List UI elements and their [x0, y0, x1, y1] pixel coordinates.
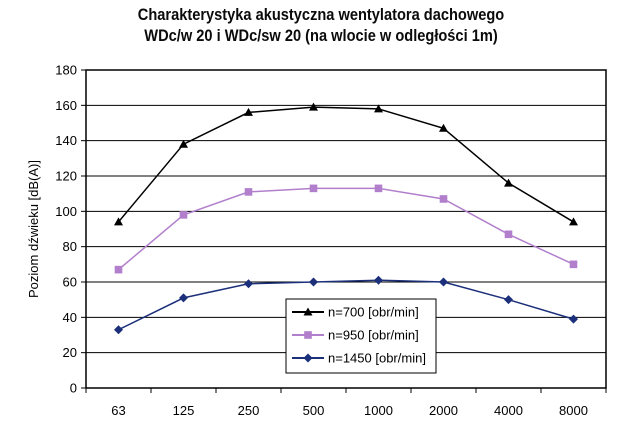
series-square: [114, 184, 578, 274]
legend-marker: [303, 353, 313, 363]
x-tick-label: 4000: [494, 403, 523, 418]
series-line: [118, 187, 574, 271]
data-point: [244, 107, 253, 116]
x-tick-label: 125: [173, 403, 195, 418]
chart-title-line-1: Charakterystyka akustyczna wentylatora d…: [137, 5, 505, 24]
y-tick-label: 20: [63, 345, 77, 360]
y-tick-label: 40: [63, 310, 77, 325]
data-point: [504, 230, 513, 239]
data-point: [179, 139, 188, 148]
y-tick-label: 160: [55, 98, 77, 113]
legend-marker: [304, 331, 312, 339]
x-tick-label: 63: [111, 403, 125, 418]
data-point: [309, 102, 318, 111]
y-tick-label: 120: [55, 169, 77, 184]
data-point: [179, 293, 188, 303]
data-point: [504, 295, 513, 305]
data-point: [439, 277, 448, 287]
data-point: [309, 184, 318, 193]
data-point: [309, 277, 318, 287]
y-tick-label: 60: [63, 275, 77, 290]
x-tick-label: 500: [303, 403, 325, 418]
data-point: [374, 275, 383, 285]
data-point: [244, 188, 253, 196]
data-point: [374, 184, 383, 193]
legend-item: n=950 [obr/min]: [292, 328, 419, 343]
x-tick-label: 250: [238, 403, 260, 418]
legend-label: n=950 [obr/min]: [328, 328, 419, 343]
y-tick-label: 100: [55, 204, 77, 219]
data-point: [114, 265, 123, 274]
x-tick-label: 8000: [559, 403, 588, 418]
data-point: [569, 314, 578, 324]
data-point: [114, 325, 123, 335]
y-axis-ticks: 0 20 40 60 80 100 120 140 160 180: [55, 63, 86, 396]
y-tick-label: 140: [55, 133, 77, 148]
x-tick-label: 1000: [364, 403, 393, 418]
y-tick-label: 80: [63, 239, 77, 254]
data-point: [569, 217, 578, 226]
series-group: [114, 102, 578, 335]
series-line: [117, 106, 574, 223]
legend-marker: [303, 307, 313, 316]
y-tick-label: 180: [55, 63, 77, 78]
legend-label: n=1450 [obr/min]: [328, 351, 426, 366]
chart-title: Charakterystyka akustyczna wentylatora d…: [45, 4, 597, 46]
series-triangle: [114, 102, 578, 226]
data-point: [374, 104, 383, 113]
data-point: [179, 211, 188, 219]
series-line: [118, 279, 574, 331]
data-point: [439, 195, 448, 203]
data-point: [114, 217, 123, 226]
y-tick-label: 0: [70, 381, 77, 396]
x-tick-label: 2000: [429, 403, 458, 418]
y-axis-label: Poziom dźwieku [dB(A)]: [26, 160, 41, 298]
legend-item: n=1450 [obr/min]: [292, 351, 426, 366]
legend-label: n=700 [obr/min]: [328, 305, 419, 320]
chart-title-line-2: WDc/w 20 i WDc/sw 20 (na wlocie w odległ…: [144, 26, 498, 45]
legend-item: n=700 [obr/min]: [292, 305, 419, 320]
data-point: [504, 178, 513, 187]
data-point: [244, 279, 253, 289]
data-point: [439, 123, 448, 132]
data-point: [569, 260, 578, 269]
series-diamond: [114, 275, 578, 335]
x-axis-ticks: 63 125 250 500 1000 2000 4000 8000: [85, 388, 607, 418]
legend: n=700 [obr/min] n=950 [obr/min] n=1450 [ob…: [285, 298, 437, 374]
